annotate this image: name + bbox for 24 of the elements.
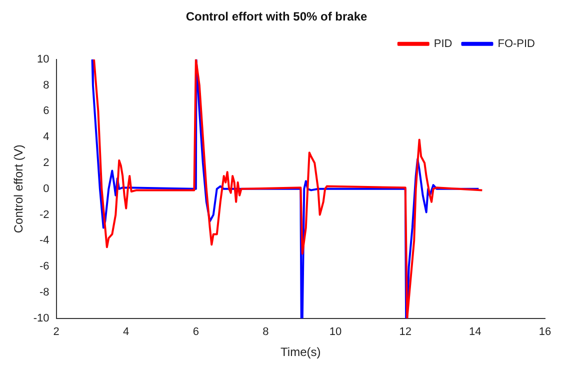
x-tick-label: 16 — [538, 326, 552, 338]
chart-title: Control effort with 50% of brake — [186, 10, 368, 24]
x-tick-label: 2 — [53, 326, 60, 338]
y-tick-label: 4 — [43, 131, 50, 144]
legend-label: FO-PID — [498, 38, 536, 50]
y-tick-label: -10 — [33, 312, 50, 324]
x-tick-label: 6 — [192, 326, 199, 338]
y-tick-label: 0 — [43, 182, 50, 195]
x-tick-label: 8 — [262, 326, 269, 338]
y-tick-label: -6 — [40, 260, 50, 273]
x-tick-label: 10 — [329, 326, 342, 338]
x-axis-title: Time(s) — [280, 345, 321, 360]
y-tick-label: 2 — [43, 157, 50, 170]
y-tick-label: 10 — [37, 53, 50, 66]
x-tick-label: 4 — [123, 326, 130, 338]
legend-label: PID — [434, 38, 452, 50]
y-tick-label: -8 — [40, 286, 50, 299]
x-tick-label: 12 — [399, 326, 412, 338]
y-tick-label: -2 — [40, 208, 50, 221]
y-tick-label: 8 — [43, 79, 50, 92]
y-tick-label: 6 — [43, 105, 50, 118]
y-axis-title: Control effort (V) — [12, 144, 26, 234]
y-tick-label: -4 — [40, 234, 50, 247]
x-tick-label: 14 — [469, 326, 482, 338]
